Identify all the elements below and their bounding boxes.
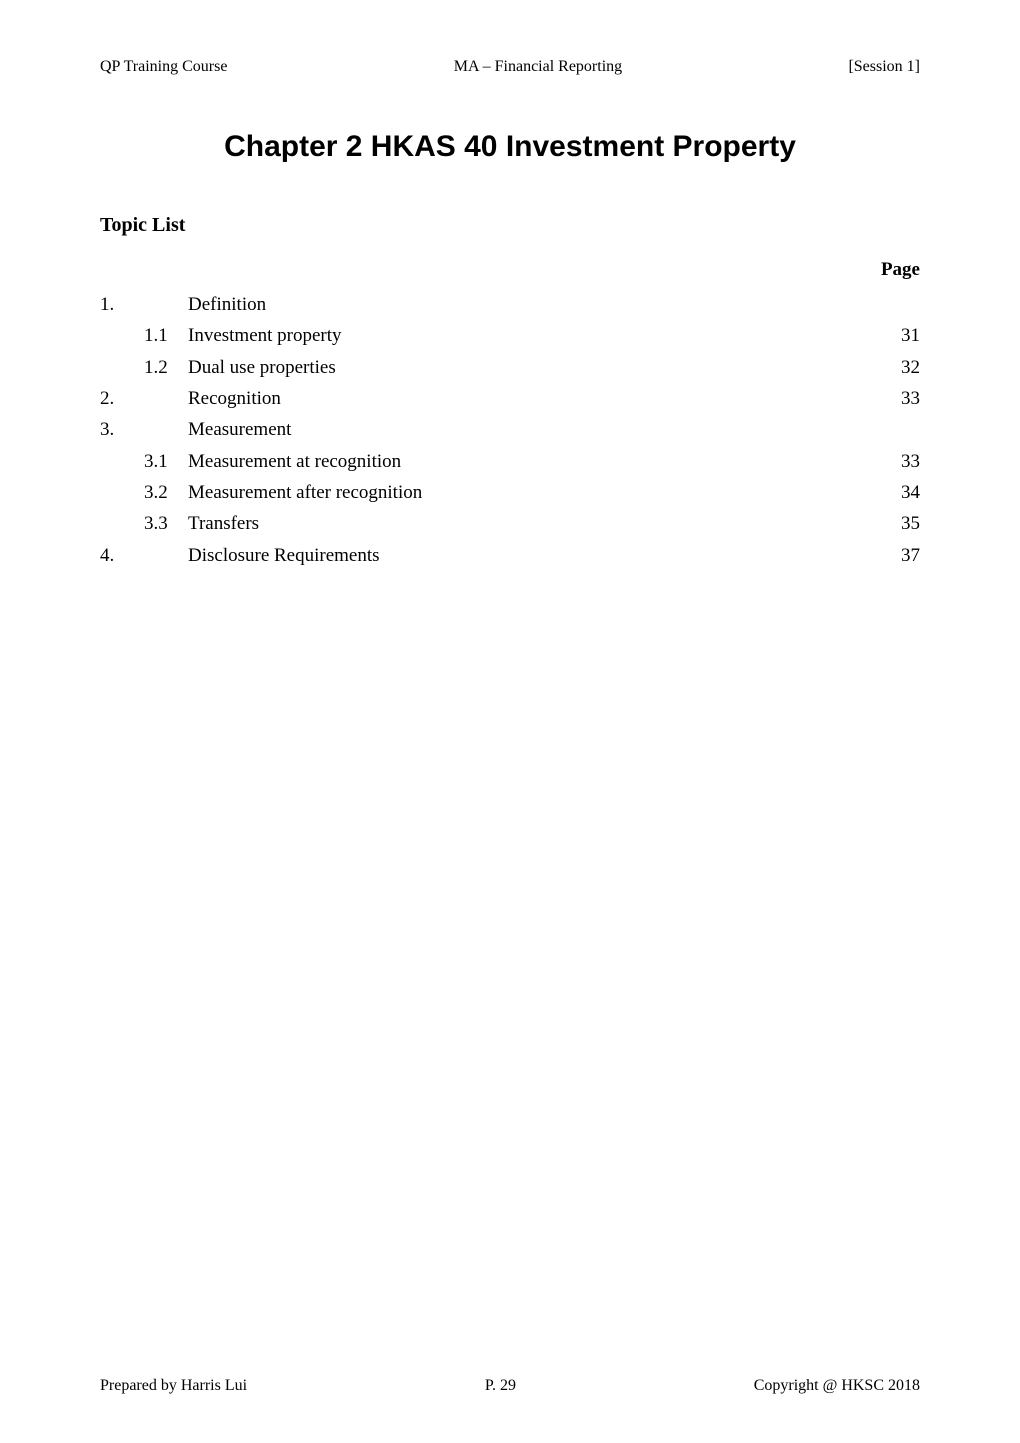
toc-row: 1.1 Investment property 31 bbox=[100, 320, 920, 351]
toc-page: 37 bbox=[860, 540, 920, 571]
toc-label: Measurement after recognition bbox=[188, 477, 860, 508]
header-left: QP Training Course bbox=[100, 58, 227, 76]
toc-row: 2. Recognition 33 bbox=[100, 383, 920, 414]
toc-label: Measurement at recognition bbox=[188, 446, 860, 477]
toc-page: 35 bbox=[860, 508, 920, 539]
footer-center: P. 29 bbox=[485, 1377, 516, 1395]
page: QP Training Course MA – Financial Report… bbox=[0, 0, 1020, 1443]
footer-right: Copyright @ HKSC 2018 bbox=[754, 1377, 920, 1395]
page-header: QP Training Course MA – Financial Report… bbox=[100, 58, 920, 76]
toc-row: 1. Definition bbox=[100, 289, 920, 320]
toc-label: Recognition bbox=[188, 383, 860, 414]
header-right: [Session 1] bbox=[848, 58, 920, 76]
toc-row: 3.2 Measurement after recognition 34 bbox=[100, 477, 920, 508]
toc-num: 1. bbox=[100, 289, 144, 320]
toc-label: Definition bbox=[188, 289, 860, 320]
toc-sub: 3.3 bbox=[144, 508, 188, 539]
toc-label: Investment property bbox=[188, 320, 860, 351]
chapter-title: Chapter 2 HKAS 40 Investment Property bbox=[100, 130, 920, 164]
toc-num: 4. bbox=[100, 540, 144, 571]
toc-sub: 1.2 bbox=[144, 352, 188, 383]
toc-label: Measurement bbox=[188, 414, 860, 445]
toc-num: 3. bbox=[100, 414, 144, 445]
toc-page: 31 bbox=[860, 320, 920, 351]
page-label: Page bbox=[881, 259, 920, 281]
page-label-row: Page bbox=[100, 259, 920, 281]
toc-label: Dual use properties bbox=[188, 352, 860, 383]
toc-page: 34 bbox=[860, 477, 920, 508]
toc-row: 3.3 Transfers 35 bbox=[100, 508, 920, 539]
toc-label: Disclosure Requirements bbox=[188, 540, 860, 571]
page-footer: Prepared by Harris Lui P. 29 Copyright @… bbox=[100, 1377, 920, 1395]
footer-left: Prepared by Harris Lui bbox=[100, 1377, 247, 1395]
toc-row: 1.2 Dual use properties 32 bbox=[100, 352, 920, 383]
toc-sub: 1.1 bbox=[144, 320, 188, 351]
toc-label: Transfers bbox=[188, 508, 860, 539]
toc-row: 4. Disclosure Requirements 37 bbox=[100, 540, 920, 571]
toc-sub: 3.2 bbox=[144, 477, 188, 508]
toc-sub: 3.1 bbox=[144, 446, 188, 477]
toc-page: 33 bbox=[860, 383, 920, 414]
toc-page: 33 bbox=[860, 446, 920, 477]
topic-list-heading: Topic List bbox=[100, 214, 920, 237]
toc-row: 3.1 Measurement at recognition 33 bbox=[100, 446, 920, 477]
toc-num: 2. bbox=[100, 383, 144, 414]
toc-page: 32 bbox=[860, 352, 920, 383]
header-center: MA – Financial Reporting bbox=[454, 58, 622, 76]
toc-row: 3. Measurement bbox=[100, 414, 920, 445]
